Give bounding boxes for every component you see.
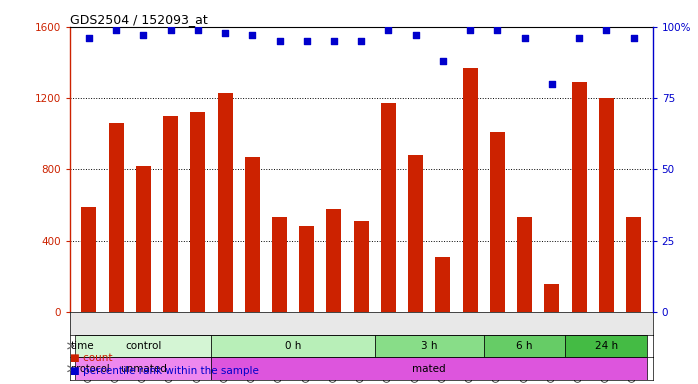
Point <box>274 38 285 44</box>
Bar <box>599 98 614 312</box>
Bar <box>327 209 341 312</box>
Point <box>110 26 121 33</box>
Text: time: time <box>70 341 94 351</box>
Text: GSM112968: GSM112968 <box>520 336 529 382</box>
Text: GSM112945: GSM112945 <box>193 336 202 382</box>
Bar <box>484 334 565 358</box>
Text: GSM112950: GSM112950 <box>329 336 339 382</box>
Text: 0 h: 0 h <box>285 341 302 351</box>
Text: GSM112970: GSM112970 <box>547 336 556 382</box>
Bar <box>544 284 559 312</box>
Bar <box>109 123 124 312</box>
Text: GSM112965: GSM112965 <box>466 336 475 382</box>
Bar <box>82 207 96 312</box>
Point <box>301 38 312 44</box>
Bar <box>136 166 151 312</box>
Text: GSM112971: GSM112971 <box>574 336 584 382</box>
Bar <box>490 132 505 312</box>
Bar <box>245 157 260 312</box>
Bar <box>163 116 178 312</box>
Point <box>383 26 394 33</box>
Point <box>165 26 176 33</box>
Point <box>138 32 149 38</box>
Text: 3 h: 3 h <box>421 341 438 351</box>
Text: GSM112967: GSM112967 <box>493 336 502 382</box>
Text: GSM112947: GSM112947 <box>248 336 257 382</box>
Bar <box>517 217 532 312</box>
Point <box>438 58 449 64</box>
Text: GSM112972: GSM112972 <box>602 336 611 382</box>
Point <box>328 38 339 44</box>
Text: GSM112931: GSM112931 <box>84 336 94 382</box>
Text: GSM112949: GSM112949 <box>302 336 311 382</box>
Bar <box>211 334 375 358</box>
Bar <box>75 358 211 380</box>
Text: GSM112963: GSM112963 <box>411 336 420 382</box>
Bar <box>299 226 314 312</box>
Text: protocol: protocol <box>70 364 110 374</box>
Bar <box>463 68 477 312</box>
Text: GSM112948: GSM112948 <box>275 336 284 382</box>
Bar <box>218 93 232 312</box>
Bar <box>354 221 369 312</box>
Bar <box>436 257 450 312</box>
Bar <box>191 113 205 312</box>
Point <box>192 26 203 33</box>
Text: ■ count: ■ count <box>70 353 112 363</box>
Text: GSM112942: GSM112942 <box>139 336 148 382</box>
Text: GSM112935: GSM112935 <box>112 336 121 382</box>
Point <box>83 35 94 41</box>
Bar <box>572 82 586 312</box>
Bar <box>375 334 484 358</box>
Bar <box>565 334 647 358</box>
Text: GSM112952: GSM112952 <box>357 336 366 382</box>
Text: ■ percentile rank within the sample: ■ percentile rank within the sample <box>70 366 259 376</box>
Point <box>519 35 530 41</box>
Text: GSM112943: GSM112943 <box>166 336 175 382</box>
Text: GDS2504 / 152093_at: GDS2504 / 152093_at <box>70 13 207 26</box>
Text: GSM113345: GSM113345 <box>629 336 638 382</box>
Point <box>601 26 612 33</box>
Point <box>465 26 476 33</box>
Bar <box>381 103 396 312</box>
Point <box>547 81 558 87</box>
Text: control: control <box>125 341 161 351</box>
Text: GSM112962: GSM112962 <box>384 336 393 382</box>
Text: 6 h: 6 h <box>517 341 533 351</box>
Bar <box>211 358 647 380</box>
Point <box>492 26 503 33</box>
Text: 24 h: 24 h <box>595 341 618 351</box>
Point <box>356 38 367 44</box>
Text: GSM112946: GSM112946 <box>221 336 230 382</box>
Bar <box>75 334 211 358</box>
Point <box>628 35 639 41</box>
Bar <box>408 155 423 312</box>
Text: GSM112964: GSM112964 <box>438 336 447 382</box>
Text: mated: mated <box>413 364 446 374</box>
Text: unmated: unmated <box>120 364 167 374</box>
Point <box>574 35 585 41</box>
Point <box>219 30 230 36</box>
Bar <box>272 217 287 312</box>
Bar <box>626 217 641 312</box>
Point <box>246 32 258 38</box>
Point <box>410 32 422 38</box>
